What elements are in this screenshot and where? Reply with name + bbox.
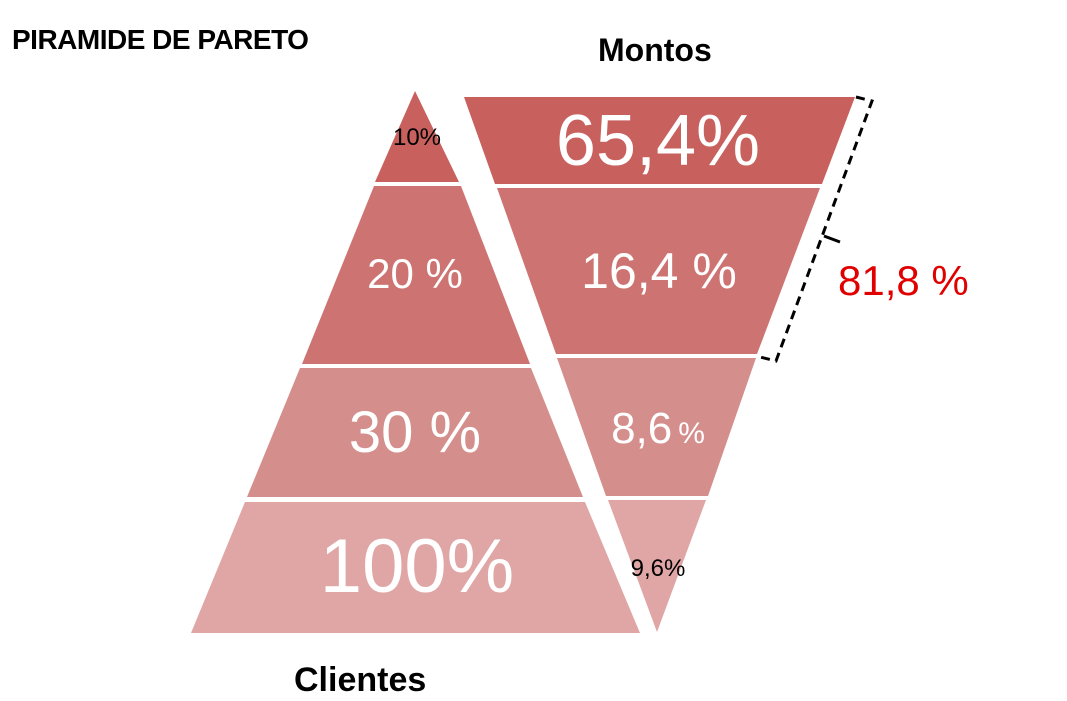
montos-level-9-6	[608, 500, 706, 632]
montos-label: Montos	[598, 32, 712, 68]
montos-level-65-4	[464, 97, 855, 184]
montos-level-9-6-label: 9,6%	[631, 555, 686, 582]
bracket-line	[759, 95, 874, 363]
clientes-level-30-label: 30 %	[349, 400, 481, 465]
clientes-level-20	[302, 186, 530, 364]
montos-pyramid: 65,4% 16,4 % 8,6% 9,6%	[464, 97, 855, 632]
clientes-level-100-label: 100%	[320, 524, 514, 609]
clientes-label: Clientes	[294, 661, 427, 699]
clientes-level-10-label: 10%	[393, 124, 441, 151]
montos-level-8-6-label: 8,6%	[611, 404, 705, 453]
clientes-level-100	[191, 502, 640, 633]
page-title: PIRAMIDE DE PARETO	[12, 24, 309, 55]
clientes-level-30	[247, 368, 583, 497]
clientes-level-10	[375, 91, 459, 182]
montos-level-65-4-label: 65,4%	[556, 101, 760, 181]
montos-level-8-6	[557, 358, 756, 496]
bracket-value-label: 81,8 %	[838, 257, 969, 304]
montos-level-16-4-label: 16,4 %	[581, 243, 737, 299]
clientes-level-20-label: 20 %	[367, 250, 463, 297]
montos-level-8-6-number: 8,6	[611, 404, 672, 453]
bracket-81-8: 81,8 %	[759, 95, 969, 363]
bracket-tick	[823, 234, 841, 244]
montos-level-8-6-unit: %	[678, 417, 705, 450]
clientes-pyramid: 10% 20 % 30 % 100%	[191, 91, 640, 633]
montos-level-16-4	[497, 188, 820, 354]
